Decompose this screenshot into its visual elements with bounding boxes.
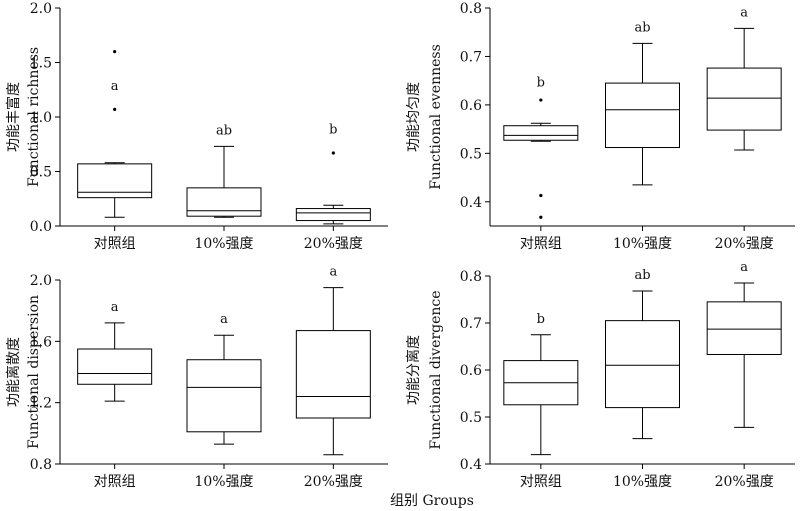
panels: 0.0 0.5 1.0 1.5 2.0 功能丰富度 Functional richness 对… [5,1,795,490]
box-iqr [503,125,579,141]
x-tick-label: 10%强度 [194,474,253,490]
significance-label: ab [634,268,650,283]
y-tick-label: 0.0 [30,219,52,235]
y-tick-label: 0.4 [460,457,482,473]
panel-1: 0.0 0.5 1.0 1.5 2.0 功能丰富度 Functional richness 对… [5,1,388,252]
y-tick-label: 1.2 [30,396,52,412]
box-3: b [295,122,371,225]
y-tick-label: 0.8 [460,1,482,17]
x-tick-label: 20%强度 [715,474,774,490]
box-iqr [295,208,371,222]
box-1: b [503,312,579,456]
y-tick-label: 0.4 [460,195,482,211]
y-axis-label-en: Functional richness [26,47,42,187]
significance-label: a [220,312,228,327]
y-tick-label: 2.0 [30,1,52,17]
x-tick-label: 对照组 [94,236,136,252]
x-tick-label: 20%强度 [304,236,363,252]
y-tick-label: 0.7 [460,316,482,332]
y-tick-label: 0.8 [30,457,52,473]
box-3: a [706,260,782,428]
box-iqr [706,67,782,131]
box-2: ab [605,268,680,440]
y-tick-label: 0.8 [460,269,482,285]
outlier-point [539,98,543,102]
y-tick-label: 0.6 [460,363,482,379]
box-1: a [77,300,153,402]
panel-3: 0.8 1.2 1.6 2.0 功能离散度 Functional dispersion 对照… [5,265,388,490]
y-tick-label: 0.5 [30,165,52,181]
y-tick-label: 1.5 [30,56,52,72]
outlier-point [331,151,335,155]
box-iqr [186,187,262,217]
x-axis-label: 组别 Groups [390,493,474,509]
significance-label: b [329,122,337,137]
significance-label: ab [216,123,232,138]
y-tick-label: 1.6 [30,334,52,350]
box-iqr [605,320,680,409]
y-tick-label: 0.7 [460,49,482,65]
box-iqr [706,301,782,355]
x-tick-label: 10%强度 [194,236,253,252]
panel-4: 0.4 0.5 0.6 0.7 0.8 功能分离度 Functional divergenc… [405,260,795,490]
y-axis-label-cn: 功能均匀度 [406,82,422,152]
box-iqr [295,330,371,419]
box-3: a [295,265,371,456]
outlier-point [539,215,543,219]
x-tick-label: 10%强度 [613,474,672,490]
box-iqr [186,359,262,433]
y-axis-label-en: Functional divergence [428,290,444,449]
x-tick-label: 对照组 [520,474,562,490]
y-tick-label: 2.0 [30,273,52,289]
outlier-point [113,50,117,54]
significance-label: a [111,300,119,315]
x-tick-label: 对照组 [520,236,562,252]
box-2: ab [186,123,262,218]
box-2: a [186,312,262,445]
significance-label: ab [634,20,650,35]
y-axis-label-cn: 功能丰富度 [5,82,22,152]
panel-2: 0.4 0.5 0.6 0.7 0.8 功能均匀度 Functional evenness 对… [406,1,795,252]
y-tick-label: 0.5 [460,146,482,162]
y-axis-label-cn: 功能分离度 [405,335,422,405]
y-tick-label: 1.0 [30,110,52,126]
box-1: b [503,75,579,219]
outlier-point [113,107,117,111]
box-iqr [77,348,153,385]
box-1: a [77,50,153,218]
outlier-point [539,193,543,198]
x-tick-label: 20%强度 [715,236,774,252]
y-axis-label-cn: 功能离散度 [5,337,22,407]
significance-label: a [740,5,748,20]
significance-label: a [329,265,337,280]
y-tick-label: 0.5 [460,410,482,426]
x-tick-label: 对照组 [94,474,136,490]
significance-label: a [111,79,119,94]
y-axis-label-en: Functional evenness [428,44,444,190]
box-3: a [706,5,782,151]
y-axis-label-en: Functional dispersion [26,295,42,449]
significance-label: b [537,75,545,90]
x-tick-label: 20%强度 [304,474,363,490]
box-iqr [605,82,680,149]
significance-label: b [537,312,545,327]
box-2: ab [605,20,680,186]
x-tick-label: 10%强度 [613,236,672,252]
y-tick-label: 0.6 [460,98,482,114]
significance-label: a [740,260,748,275]
